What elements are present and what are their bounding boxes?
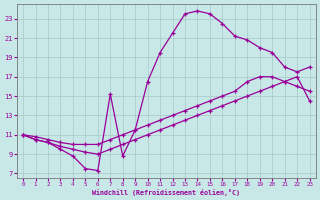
X-axis label: Windchill (Refroidissement éolien,°C): Windchill (Refroidissement éolien,°C) <box>92 189 240 196</box>
